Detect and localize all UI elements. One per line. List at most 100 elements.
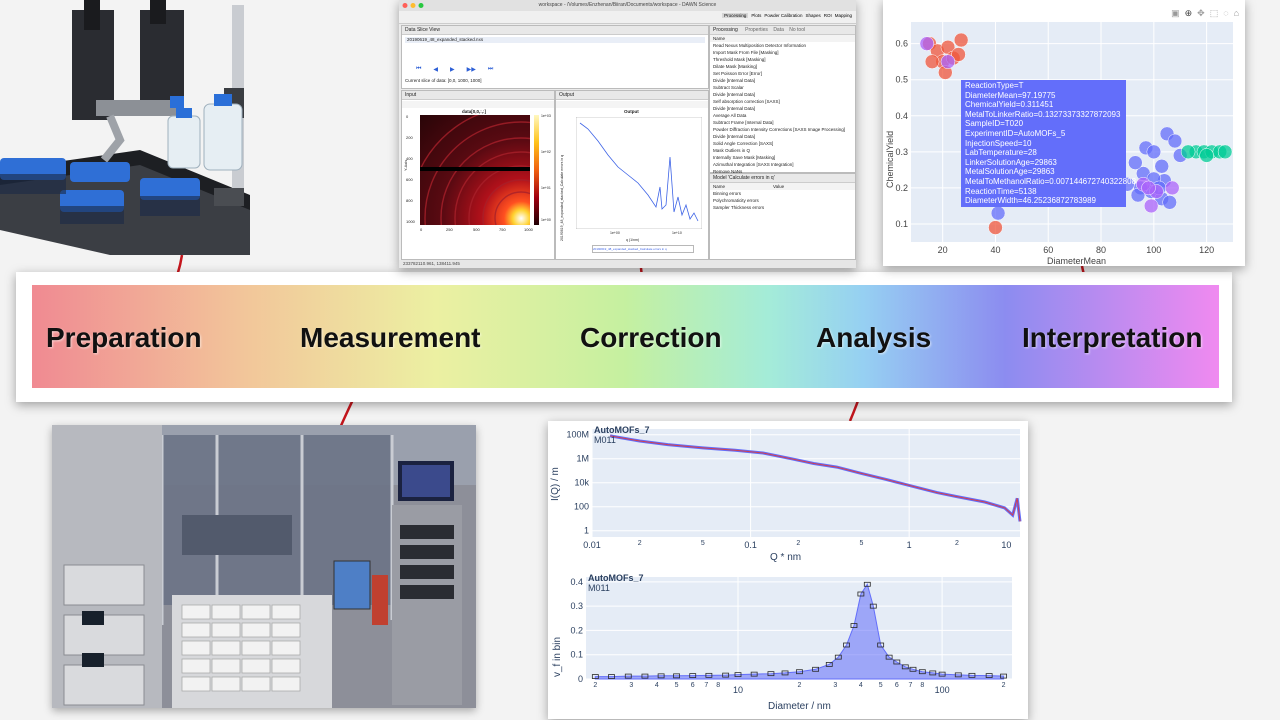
scatter-point: [1180, 144, 1196, 160]
image-title: data[0,0,:,:]: [462, 109, 487, 114]
input-toolbar: [402, 101, 554, 108]
file-name[interactable]: 20190619_48_expanded_stacked.nxs: [405, 37, 705, 43]
y-tick-label: 0: [578, 674, 583, 684]
zoom-icon[interactable]: ⊕: [1184, 8, 1193, 18]
processing-item[interactable]: Divide [Internal Data]: [713, 134, 756, 139]
input-pane: Input data[0,0,:,:] Y-Axis 0 200 400 600…: [401, 90, 555, 260]
x-minor-tick-label: 2: [638, 540, 642, 547]
x-minor-tick-label: 5: [675, 682, 679, 689]
processing-item[interactable]: Divide [Internal Data]: [713, 78, 756, 83]
perspective-tab[interactable]: Mapping: [834, 13, 852, 18]
x-tick-label: 1: [907, 540, 912, 550]
processing-item[interactable]: Azimuthal Integration [SAXS Integration]: [713, 162, 794, 167]
prev-frame-icon[interactable]: ◀: [433, 67, 439, 73]
scatter-point: [1154, 159, 1169, 174]
x-tick-label: 10: [1001, 540, 1011, 550]
data-point-marker: [877, 642, 885, 648]
x-tick-label: 0.01: [583, 540, 601, 550]
x-tick-label: 20: [938, 245, 948, 255]
window-controls[interactable]: [402, 2, 426, 9]
scatter-point: [1199, 148, 1214, 163]
processing-item[interactable]: Remove NaNs: [713, 169, 743, 174]
data-point-marker: [624, 673, 632, 679]
top-plot-y-label: I(Q) / m: [550, 467, 561, 501]
scatter-point: [1162, 195, 1177, 210]
tooltip-line: ChemicalYield=0.311451: [965, 100, 1054, 110]
tooltip-line: SampleID=T020: [965, 119, 1024, 129]
model-row[interactable]: Binning errors: [713, 191, 742, 196]
data-point-marker: [767, 671, 775, 677]
y-tick-label: 0.3: [570, 601, 583, 611]
processing-item[interactable]: Powder Diffraction Intensity Corrections…: [713, 127, 845, 132]
scatter-point: [1141, 180, 1156, 196]
play-icon[interactable]: ▶: [450, 67, 455, 73]
processing-item[interactable]: Solid Angle Correction [SAXS]: [713, 141, 774, 146]
data-point-marker: [857, 591, 865, 597]
perspective-tab[interactable]: Plots: [751, 13, 762, 18]
y-tick-label: 0.5: [895, 75, 908, 85]
processing-item[interactable]: Average All Data: [713, 113, 747, 118]
processing-item[interactable]: Subtract Frame [Internal Data]: [713, 120, 774, 125]
reset-icon[interactable]: ⌂: [1233, 8, 1239, 18]
processing-item[interactable]: Divide [Internal Data]: [713, 106, 756, 111]
output-pane: Output Output 20190619_48_expanded_stack…: [555, 90, 709, 260]
processing-item[interactable]: Subtract Scalar: [713, 85, 744, 90]
processing-item[interactable]: Import Mask From File [Masking]: [713, 50, 779, 55]
robot-illustration: [0, 0, 250, 255]
tooltip-line: ReactionType=T: [965, 81, 1024, 90]
processing-item[interactable]: Threshold Mask [Masking]: [713, 57, 766, 62]
model-row[interactable]: Polychromaticity errors: [713, 198, 759, 203]
scatter-x-label: DiameterMean: [1047, 256, 1107, 266]
dawn-status-bar: 233782110.961, 138411.945: [399, 260, 856, 268]
y-tick-label: 0.1: [895, 219, 908, 229]
model-row[interactable]: Sampler Thickness errors: [713, 205, 765, 210]
y-tick-label: 10k: [574, 478, 589, 488]
hover-tooltip: ReactionType=T DiameterMean=97.19775 Chemi…: [961, 80, 1136, 207]
scatter-point: [953, 32, 969, 48]
output-legend: 20190619_48_expanded_stacked_Calculate e…: [592, 245, 694, 253]
processing-item[interactable]: Dilate Mask [Masking]: [713, 64, 758, 69]
tooltip-line: DiameterMean=97.19775: [965, 90, 1056, 100]
perspective-tab[interactable]: Processing: [722, 13, 749, 18]
perspective-tab[interactable]: Shapes: [805, 13, 821, 18]
processing-item[interactable]: Internally Save Mask [Masking]: [713, 155, 776, 160]
processing-item[interactable]: Divide [Internal Data]: [713, 92, 756, 97]
x-minor-tick-label: 7: [909, 682, 913, 689]
data-point-marker: [901, 664, 909, 670]
output-plot[interactable]: [576, 117, 702, 229]
bottom-plot-y-label: v_f in bin: [552, 636, 563, 677]
detector-image[interactable]: [420, 115, 530, 225]
data-point-marker: [968, 672, 976, 678]
model-pane: Model 'Calculate errors in q' Name Value…: [709, 173, 856, 260]
last-frame-icon[interactable]: ⏭: [487, 66, 494, 72]
data-point-marker: [689, 673, 697, 679]
bottom-plot-x-label: Diameter / nm: [768, 701, 831, 712]
lab-photo: [52, 425, 476, 708]
x-minor-tick-label: 2: [796, 540, 800, 547]
pan-icon[interactable]: ✥: [1197, 8, 1205, 18]
processing-item[interactable]: Self absorption correction [SAXS]: [713, 99, 780, 104]
box-select-icon[interactable]: ⬚: [1209, 8, 1219, 18]
camera-icon[interactable]: ▣: [1171, 8, 1180, 18]
perspective-tab[interactable]: Powder Calibration: [764, 13, 803, 18]
scatter-point: [924, 54, 940, 69]
first-frame-icon[interactable]: ⏮: [416, 66, 422, 72]
dawn-toolbar: Processing Plots Powder Calibration Shap…: [399, 11, 856, 24]
processing-item[interactable]: Set Poisson Error [Error]: [713, 71, 763, 76]
y-tick-label: 1: [584, 526, 589, 536]
x-minor-tick-label: 5: [859, 540, 863, 547]
x-tick-label: 0.1: [744, 540, 757, 550]
perspective-tab[interactable]: ROI: [823, 13, 832, 18]
y-tick-label: 0.2: [895, 183, 908, 193]
scatter-point: [940, 54, 956, 69]
next-frame-icon[interactable]: ▶▶: [466, 67, 476, 73]
output-plot-title: Output: [624, 109, 639, 114]
lasso-icon[interactable]: ◌: [1223, 8, 1229, 18]
processing-item[interactable]: Read Nexus Multiposition Detector Inform…: [713, 43, 807, 48]
plot-modebar: ▣ ⊕ ✥ ⬚ ◌ ⌂: [1171, 8, 1239, 19]
saxs-plots[interactable]: 100M 1M 10k 100 1 0.01 0.1 1 10 2 5 2 5 2 0 0.1 0.2 0.3 0.…: [548, 421, 1028, 719]
data-point-marker: [641, 673, 649, 679]
scatter-point: [1165, 180, 1180, 196]
processing-item[interactable]: Mask Outliers in Q: [713, 148, 751, 153]
x-minor-tick-label: 4: [859, 682, 863, 689]
